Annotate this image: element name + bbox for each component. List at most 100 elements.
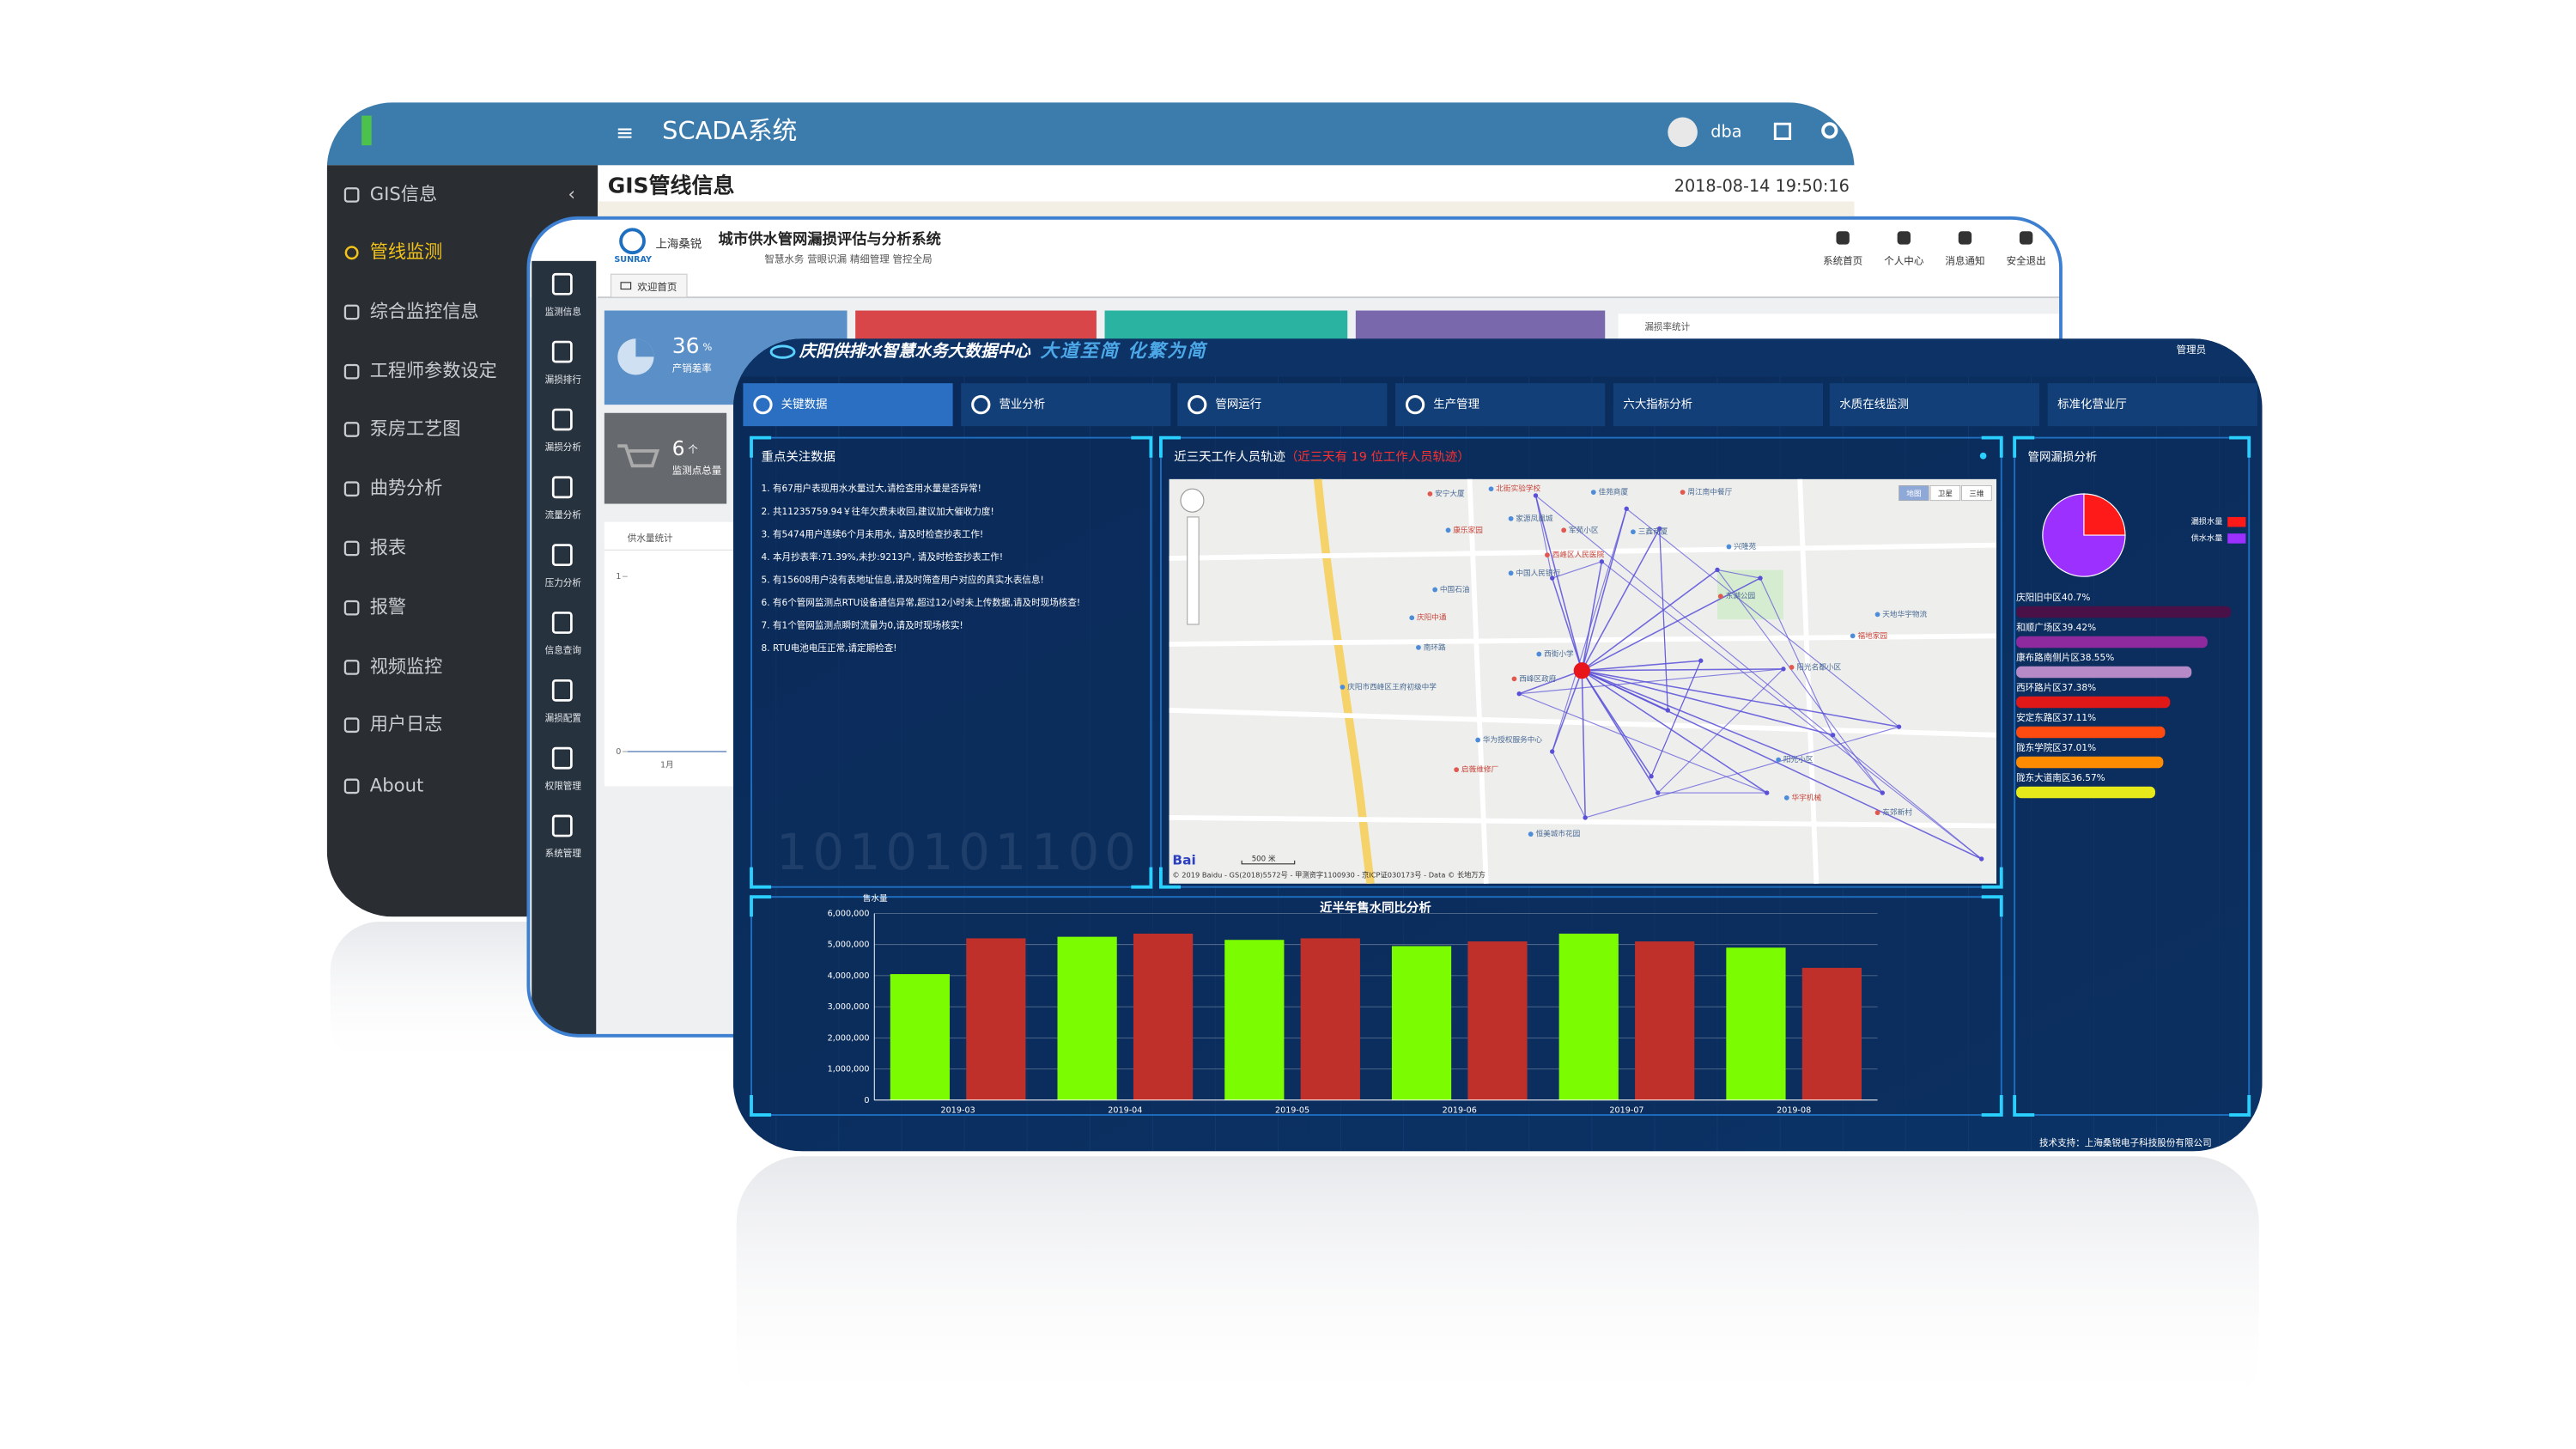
place-label: 福地家园 <box>1857 630 1887 641</box>
tab[interactable] <box>1829 383 2039 427</box>
tab-label[interactable]: 营业分析 <box>999 398 1045 411</box>
trajectory <box>1625 508 1899 728</box>
tab-label[interactable]: 关键数据 <box>781 398 828 411</box>
trajectory-point <box>1550 749 1555 754</box>
place-label: 西峰区人民医院 <box>1552 550 1605 560</box>
tab-icon <box>620 282 632 290</box>
nav-icon[interactable] <box>1958 231 1972 245</box>
trajectory <box>1582 668 1783 672</box>
tab-label[interactable]: 六大指标分析 <box>1623 398 1692 411</box>
map-zoom[interactable] <box>1187 516 1200 625</box>
tab-label[interactable]: 管网运行 <box>1215 398 1261 411</box>
tab-label[interactable]: 欢迎首页 <box>637 281 677 293</box>
poi-icon <box>1561 527 1567 533</box>
place-label: 佳苑商厦 <box>1599 487 1629 497</box>
card-label: 监测点总量 <box>672 465 722 477</box>
tab-label[interactable]: 生产管理 <box>1433 398 1479 411</box>
collapse-icon[interactable]: ‹ <box>568 183 575 204</box>
tab[interactable] <box>1395 383 1606 427</box>
qr-icon[interactable] <box>1773 122 1792 140</box>
tab[interactable] <box>1177 383 1388 427</box>
nav-icon[interactable] <box>1897 231 1911 245</box>
menu-item[interactable]: 报警 <box>370 596 406 618</box>
nav-item[interactable]: 系统首页 <box>1823 254 1862 266</box>
tab[interactable] <box>610 273 688 298</box>
user-name[interactable]: dba <box>1710 121 1741 141</box>
place-label: 阳光小区 <box>1783 754 1814 764</box>
y-tick-label: 1,000,000 <box>828 1065 870 1075</box>
trajectory <box>1535 495 1983 860</box>
avatar <box>1668 117 1698 148</box>
focus-item: 2. 共11235759.94￥往年欠费未收回,建议加大催收力度! <box>762 506 994 517</box>
nav-icon[interactable] <box>2019 231 2033 245</box>
nav-item[interactable]: 个人中心 <box>1884 254 1924 266</box>
tab-icon <box>971 395 991 415</box>
menu-item[interactable]: 用户日志 <box>370 713 443 734</box>
user-name[interactable]: 管理员 <box>2177 344 2207 356</box>
rank-label: 西环路片区37.38% <box>2016 682 2096 693</box>
menu-item[interactable]: 监测信息 <box>545 306 581 317</box>
menu-item[interactable]: 报表 <box>370 536 406 557</box>
map-type-label[interactable]: 卫星 <box>1938 490 1953 499</box>
menu-item[interactable]: 漏损排行 <box>545 374 582 385</box>
tab[interactable] <box>961 383 1171 427</box>
menu-item[interactable]: 漏损分析 <box>545 441 582 453</box>
cart-icon <box>617 444 660 468</box>
card-unit: 个 <box>688 443 698 455</box>
trajectory-point <box>1516 691 1522 697</box>
map-type[interactable] <box>1961 485 1992 502</box>
place-label: 天地华宇物流 <box>1882 609 1927 619</box>
map-pan[interactable] <box>1180 488 1205 513</box>
map-type[interactable] <box>1899 485 1929 502</box>
menu-item[interactable]: 权限管理 <box>545 780 582 791</box>
menu-icon <box>343 363 360 380</box>
menu-item[interactable]: GIS信息 <box>370 183 437 204</box>
staff-location <box>1573 662 1590 679</box>
nav-item[interactable]: 安全退出 <box>2007 254 2046 266</box>
trajectory <box>1581 577 1761 672</box>
map-type-label[interactable]: 三维 <box>1969 489 1984 499</box>
tab-label[interactable]: 标准化营业厅 <box>2057 398 2127 411</box>
menu-item[interactable]: 流量分析 <box>545 509 582 521</box>
menu-item[interactable]: 信息查询 <box>545 645 581 656</box>
focus-item: 8. RTU电池电压正常,请定期检查! <box>762 642 897 654</box>
focus-item: 6. 有6个管网监测点RTU设备通信异常,超过12小时未上传数据,请及时现场核查… <box>762 597 1081 608</box>
pie-slice <box>2042 493 2126 577</box>
tab[interactable] <box>743 383 953 427</box>
menu-item[interactable]: 综合监控信息 <box>370 300 479 321</box>
trajectory <box>1581 670 1586 818</box>
place-label: 兴隆苑 <box>1734 541 1756 551</box>
nav-item[interactable]: 消息通知 <box>1945 254 1984 266</box>
menu-item[interactable]: 压力分析 <box>545 577 582 588</box>
trajectory <box>1519 668 1783 695</box>
tab-label[interactable]: 水质在线监测 <box>1839 398 1909 411</box>
menu-item[interactable]: 曲势分析 <box>370 477 443 498</box>
nav-icon[interactable] <box>1836 231 1850 245</box>
menu-item[interactable]: 系统管理 <box>545 848 582 859</box>
menu-item[interactable]: 工程师参数设定 <box>370 360 497 381</box>
menu-icon <box>551 612 573 634</box>
menu-item[interactable]: 漏损配置 <box>545 713 581 724</box>
settings-icon[interactable] <box>1821 122 1838 139</box>
poi-icon <box>1508 570 1514 576</box>
menu-item[interactable]: 管线监测 <box>370 240 443 262</box>
trajectory <box>1582 660 1701 672</box>
y-tick-label: 2,000,000 <box>828 1033 870 1043</box>
poi-icon <box>1454 767 1460 773</box>
bar <box>1467 941 1528 1100</box>
trajectory <box>1581 569 1718 672</box>
map-type-label[interactable]: 地图 <box>1906 489 1921 499</box>
trajectory <box>1581 561 1603 671</box>
map-type[interactable] <box>1929 485 1961 502</box>
header-bg <box>732 338 2263 377</box>
tab[interactable] <box>1613 383 1824 427</box>
tab[interactable] <box>2047 383 2257 427</box>
menu-item[interactable]: About <box>370 774 424 795</box>
menu-item[interactable]: 视频监控 <box>370 655 443 677</box>
poi-icon <box>1445 527 1451 533</box>
rank-name: 和顺广场区 <box>2016 622 2062 633</box>
menu-toggle[interactable]: ≡ <box>616 120 634 145</box>
menu-item[interactable]: 泵房工艺图 <box>370 417 461 439</box>
rank-value: 40.7% <box>2062 593 2091 603</box>
